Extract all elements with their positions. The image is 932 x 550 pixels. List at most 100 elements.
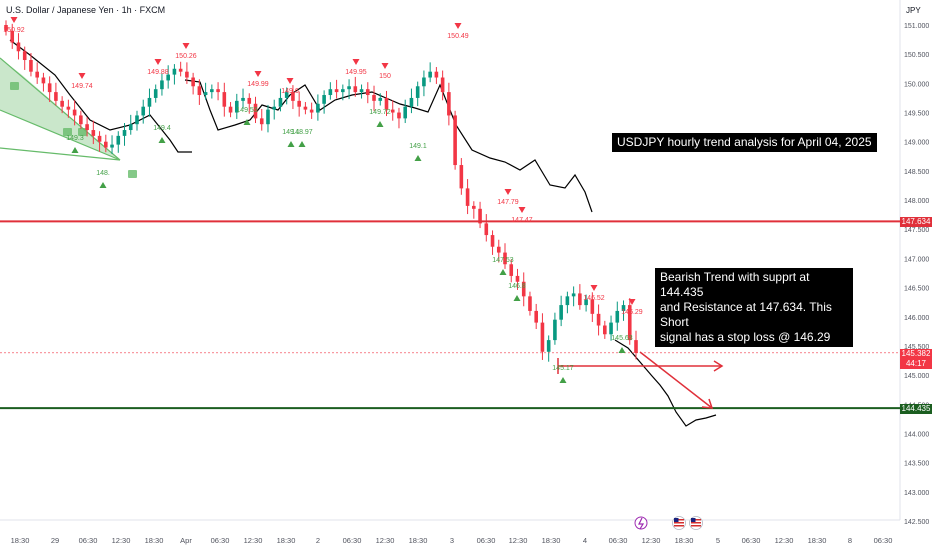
pivot-low-label: 149.53 — [236, 107, 258, 114]
us-flag-icon — [674, 525, 684, 527]
x-tick-label: 06:30 — [609, 536, 628, 545]
y-tick-label: 148.000 — [904, 198, 929, 205]
candle-body — [47, 83, 52, 93]
pivot-low-label: 149.1 — [282, 129, 300, 136]
candle-body — [584, 299, 588, 306]
candle-body — [565, 296, 570, 306]
candle-body — [341, 89, 345, 93]
pivot-low-label: 148.97 — [291, 129, 313, 136]
candle-body — [216, 89, 220, 93]
candle-body — [603, 325, 607, 335]
y-tick-label: 147.500 — [904, 227, 929, 234]
pivot-high-marker — [628, 299, 636, 305]
pivot-low-marker — [559, 377, 567, 383]
candle-body — [590, 299, 595, 314]
y-tick-label: 147.000 — [904, 256, 929, 263]
candle-body — [534, 310, 538, 323]
candle-body — [490, 235, 495, 247]
y-tick-label: 144.000 — [904, 431, 929, 438]
candle-body — [609, 322, 613, 335]
candle-body — [147, 97, 152, 107]
diagonal-arrow — [639, 351, 713, 409]
candle-body — [122, 130, 127, 136]
us-flag-icon — [691, 519, 701, 521]
y-tick-label: 146.000 — [904, 315, 929, 322]
y-tick-label: 151.000 — [904, 23, 929, 30]
candle-body — [509, 264, 514, 276]
candle-body — [222, 92, 227, 107]
candle-body — [334, 89, 339, 93]
candle-body — [353, 86, 358, 93]
candle-body — [596, 313, 601, 326]
x-tick-label: 06:30 — [477, 536, 496, 545]
projection-line — [9, 39, 192, 153]
candle-body — [160, 80, 164, 90]
current-price-badge: 145.382 — [900, 349, 932, 359]
candle-body — [278, 97, 283, 107]
y-tick-label: 148.500 — [904, 169, 929, 176]
candle-body — [378, 97, 383, 101]
pivot-high-label: 149.6 — [281, 88, 299, 95]
candle-body — [210, 89, 214, 93]
pivot-low-marker — [158, 137, 166, 143]
event-icons — [634, 516, 703, 530]
x-tick-label: 18:30 — [277, 536, 296, 545]
candle-body — [503, 252, 507, 265]
candle-body — [528, 296, 532, 311]
candle-body — [54, 92, 58, 101]
pivot-low-marker — [287, 141, 295, 147]
pivot-high-marker — [590, 285, 598, 291]
us-flag-icon — [674, 522, 684, 524]
candle-body — [409, 97, 414, 107]
candle-body — [16, 42, 21, 52]
y-tick-label: 149.000 — [904, 140, 929, 147]
pivot-low-marker — [243, 119, 251, 125]
pivot-high-marker — [182, 43, 190, 49]
candle-body — [428, 71, 432, 78]
candle-body — [247, 97, 252, 104]
pivot-low-marker — [499, 269, 507, 275]
candle-body — [546, 340, 551, 352]
x-tick-label: 18:30 — [808, 536, 827, 545]
candle-body — [303, 106, 308, 110]
candle-body — [521, 281, 526, 297]
x-tick-label: 18:30 — [145, 536, 164, 545]
channel-line-mid — [0, 109, 121, 161]
pivot-high-label: 149.88 — [147, 69, 169, 76]
y-tick-label: 150.000 — [904, 81, 929, 88]
x-tick-label: 18:30 — [409, 536, 428, 545]
candle-body — [434, 71, 439, 78]
candle-body — [72, 109, 77, 116]
candle-body — [397, 112, 401, 119]
pivot-high-label: 147.47 — [511, 217, 533, 224]
candle-body — [191, 77, 195, 87]
pivot-high-marker — [286, 78, 294, 84]
currency-label: JPY — [906, 6, 921, 15]
candle-body — [322, 95, 326, 104]
x-tick-label: 18:30 — [675, 536, 694, 545]
note-line-1: Bearish Trend with supprt at 144.435 — [660, 270, 810, 299]
x-tick-label: 3 — [450, 536, 454, 545]
candle-body — [104, 141, 108, 148]
candle-body — [135, 115, 139, 125]
x-tick-label: 12:30 — [775, 536, 794, 545]
candle-body — [4, 25, 8, 31]
candle-body — [110, 144, 114, 148]
y-tick-label: 146.500 — [904, 286, 929, 293]
x-tick-label: 12:30 — [642, 536, 661, 545]
candle-body — [422, 77, 426, 87]
pivot-high-marker — [381, 63, 389, 69]
note-annotation: Bearish Trend with supprt at 144.435 and… — [655, 268, 853, 347]
candle-body — [284, 92, 289, 98]
x-tick-label: Apr — [180, 536, 192, 545]
x-tick-label: 12:30 — [244, 536, 263, 545]
candle-body — [478, 208, 482, 224]
pivot-high-label: 150.26 — [175, 53, 197, 60]
candle-body — [178, 68, 183, 72]
pivot-low-label: 145.17 — [552, 365, 574, 372]
channel-line-low — [0, 147, 121, 161]
pivot-high-marker — [504, 189, 512, 195]
note-line-3: signal has a stop loss @ 146.29 — [660, 330, 831, 344]
candle-body — [559, 305, 563, 320]
channel-marker — [10, 82, 19, 90]
